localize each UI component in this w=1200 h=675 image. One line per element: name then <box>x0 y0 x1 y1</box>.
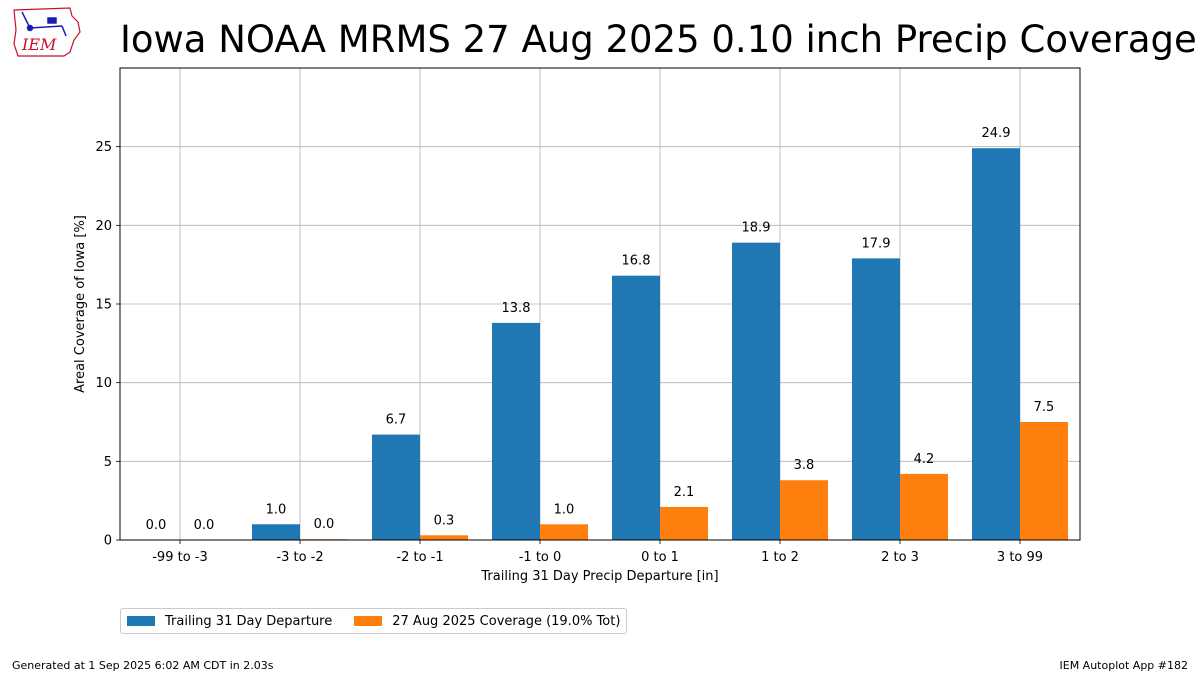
legend: Trailing 31 Day Departure 27 Aug 2025 Co… <box>120 608 628 634</box>
data-label: 1.0 <box>266 502 287 517</box>
y-tick-label: 20 <box>95 219 112 234</box>
iowa-state-outline <box>13 7 81 57</box>
bar-series2 <box>900 473 948 540</box>
iem-logo: IEM <box>13 7 81 57</box>
legend-label-series1: Trailing 31 Day Departure <box>165 613 333 629</box>
bar-series1 <box>252 524 300 540</box>
legend-swatch-series2 <box>354 616 383 626</box>
autoplot-app-id: IEM Autoplot App #182 <box>1059 659 1189 672</box>
bar-series1 <box>372 434 420 540</box>
data-label: 4.2 <box>914 452 935 467</box>
x-axis-label: Trailing 31 Day Precip Departure [in] <box>480 569 718 584</box>
data-label: 0.0 <box>314 517 335 532</box>
weather-station-icon <box>21 11 67 37</box>
generated-timestamp: Generated at 1 Sep 2025 6:02 AM CDT in 2… <box>12 659 274 672</box>
bar-series2 <box>780 480 828 540</box>
data-label: 7.5 <box>1034 400 1055 415</box>
legend-label-series2: 27 Aug 2025 Coverage (19.0% Tot) <box>392 613 621 629</box>
bar-series1 <box>492 322 540 540</box>
chart-title: Iowa NOAA MRMS 27 Aug 2025 0.10 inch Pre… <box>120 18 1197 61</box>
y-tick-label: 5 <box>104 455 112 470</box>
logo-text: IEM <box>21 35 57 54</box>
data-label: 18.9 <box>742 221 771 236</box>
y-axis-label: Areal Coverage of Iowa [%] <box>73 215 88 393</box>
data-label: 17.9 <box>862 236 891 251</box>
data-labels-layer: 0.0 1.0 6.7 13.8 16.8 18.9 17.9 24.9 0.0 0.0 0.3 1.… <box>146 126 1055 533</box>
data-label: 1.0 <box>554 502 575 517</box>
x-tick-label: -1 to 0 <box>519 550 562 565</box>
x-tick-label: 0 to 1 <box>641 550 679 565</box>
data-label: 2.1 <box>674 485 695 500</box>
x-tick-label: -2 to -1 <box>396 550 443 565</box>
legend-item-daily-coverage: 27 Aug 2025 Coverage (19.0% Tot) <box>354 614 620 629</box>
y-tick-label: 10 <box>95 376 112 391</box>
plot-frame <box>119 67 1081 541</box>
data-label: 3.8 <box>794 458 815 473</box>
y-tick-label: 0 <box>104 534 112 549</box>
bar-series1 <box>972 148 1020 541</box>
legend-swatch-series1 <box>127 616 155 626</box>
grid-layer <box>120 68 1080 541</box>
data-label: 0.0 <box>146 518 167 533</box>
x-tick-label: -99 to -3 <box>152 550 208 565</box>
bar-chart: 0.0 1.0 6.7 13.8 16.8 18.9 17.9 24.9 0.0 0.0 0.3 1.… <box>73 67 1081 584</box>
data-label: 6.7 <box>386 413 407 428</box>
bar-series1 <box>852 258 900 540</box>
data-label: 0.0 <box>194 518 215 533</box>
data-label: 24.9 <box>982 126 1011 141</box>
bar-series2 <box>1020 422 1068 540</box>
bar-series1 <box>612 275 660 540</box>
bars-layer <box>252 148 1068 541</box>
x-tick-label: 1 to 2 <box>761 550 799 565</box>
x-tick-label: 3 to 99 <box>997 550 1043 565</box>
data-label: 16.8 <box>622 254 651 269</box>
legend-item-trailing-departure: Trailing 31 Day Departure <box>127 614 332 629</box>
axes-layer: 0 5 10 15 20 25 -99 to -3 -3 to -2 -2 to -1 -1 to… <box>95 67 1081 565</box>
y-tick-label: 15 <box>95 298 112 313</box>
data-label: 0.3 <box>434 513 455 528</box>
bar-series2 <box>540 524 588 540</box>
x-tick-label: -3 to -2 <box>276 550 323 565</box>
y-tick-label: 25 <box>95 140 112 155</box>
bar-series2 <box>420 535 468 540</box>
data-label: 13.8 <box>502 301 531 316</box>
bar-series1 <box>732 242 780 540</box>
bar-series2 <box>660 506 708 540</box>
x-tick-label: 2 to 3 <box>881 550 919 565</box>
